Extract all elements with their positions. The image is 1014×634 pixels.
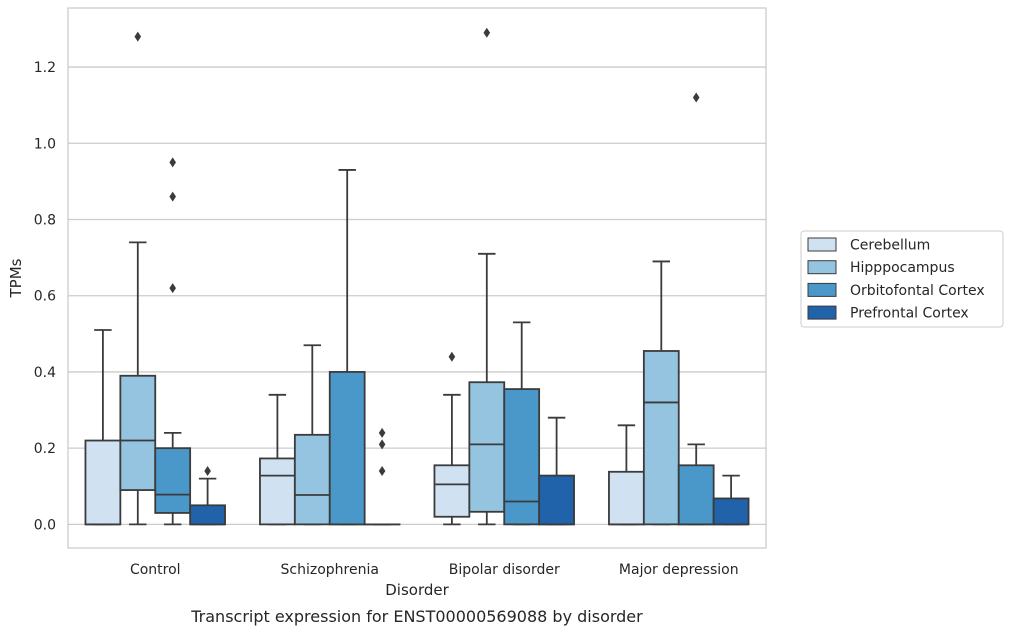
y-tick-label: 0.6 [34,289,56,305]
box-cerebellum [433,351,471,526]
box-body [503,388,541,526]
box-body [468,381,506,513]
box-hipppocampus [468,27,506,526]
legend-swatch [807,282,837,297]
legend-label: Orbitofontal Cortex [850,283,985,299]
box-body [328,371,366,526]
legend-swatch [807,305,837,320]
box-prefrontal-cortex [189,466,226,526]
outlier-point [448,351,456,362]
box-body [119,374,157,491]
legend-swatch [807,237,837,252]
outlier-point [169,283,176,294]
outlier-point [378,439,386,450]
box-body [154,447,192,514]
box-body [538,474,575,526]
y-tick-label: 1.0 [34,136,56,152]
box-groups [84,27,750,526]
outlier-point [483,27,491,38]
chart-caption: Transcript expression for ENST0000056908… [190,607,643,626]
x-tick-label: Bipolar disorder [449,562,560,578]
y-tick-label: 1.2 [34,60,56,76]
box-orbitofontal-cortex [154,157,192,526]
box-body [677,464,715,526]
legend-label: Cerebellum [850,238,930,254]
x-tick-label: Schizophrenia [281,562,379,578]
outlier-point [204,466,211,477]
y-tick-label: 0.0 [34,517,56,533]
y-tick-label: 0.8 [34,213,56,229]
outlier-point [169,157,176,168]
box-body [84,439,122,526]
box-prefrontal-cortex [363,427,401,526]
x-tick-label: Control [130,562,181,578]
box-cerebellum [608,424,645,526]
legend-swatch [807,260,837,275]
outlier-point [169,191,176,202]
box-orbitofontal-cortex [328,169,366,526]
box-body [189,504,226,526]
outlier-point [378,466,386,477]
x-axis-label: Disorder [385,581,449,599]
box-body [293,433,331,526]
y-axis-label: TPMs [7,258,25,298]
legend-frame [800,230,1004,328]
x-tick-label: Major depression [619,562,739,578]
box-body [433,464,471,518]
legend-items: Cerebellum Hipppocampus Orbitofontal Corte… [807,237,985,322]
outlier-point [134,31,142,42]
y-tick-label: 0.4 [34,365,56,381]
legend-label: Prefrontal Cortex [850,306,969,322]
outlier-point [692,92,700,103]
box-cerebellum [84,329,122,526]
box-hipppocampus [642,260,680,526]
y-tick-labels: 0.0 0.2 0.4 0.6 0.8 1.0 1.2 [34,60,56,533]
box-body [642,350,680,526]
box-cerebellum [259,393,296,526]
legend-label: Hipppocampus [850,260,955,276]
legend: Cerebellum Hipppocampus Orbitofontal Corte… [800,230,1004,328]
box-body [259,457,296,526]
box-body [712,497,750,526]
box-prefrontal-cortex [712,474,750,526]
box-orbitofontal-cortex [503,321,541,526]
box-orbitofontal-cortex [677,92,715,526]
box-prefrontal-cortex [538,416,575,526]
x-tick-labels: Control Schizophrenia Bipolar disorder Majo… [130,562,739,578]
y-tick-label: 0.2 [34,441,56,457]
box-hipppocampus [119,31,157,526]
outlier-point [378,427,386,438]
box-body [608,470,645,526]
plot-frame [67,7,767,549]
